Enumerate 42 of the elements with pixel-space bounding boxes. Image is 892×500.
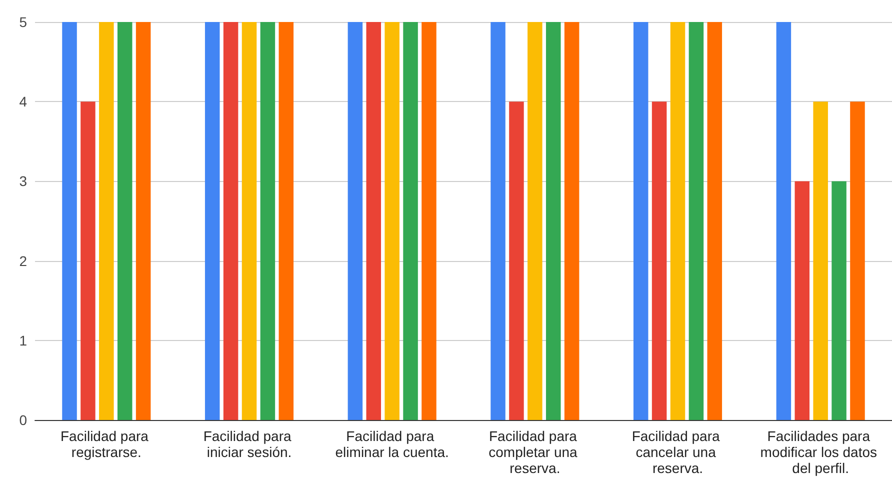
bar <box>490 22 506 420</box>
bar <box>80 102 96 420</box>
bar <box>366 22 382 420</box>
bar <box>633 22 648 420</box>
bar <box>384 22 400 420</box>
bar <box>509 102 524 420</box>
bar <box>223 22 238 420</box>
bar <box>707 22 722 420</box>
bar <box>776 22 792 420</box>
x-tick-label: Facilidad para completar una reserva. <box>488 428 582 476</box>
bar <box>136 22 151 420</box>
bar <box>204 22 220 420</box>
bar <box>528 22 542 420</box>
bar <box>242 22 257 420</box>
bar <box>652 102 667 420</box>
bar <box>117 22 132 420</box>
y-tick-label: 3 <box>19 173 28 190</box>
bar <box>278 22 294 420</box>
bar <box>422 22 436 420</box>
bar <box>670 22 686 420</box>
y-tick-label: 2 <box>19 252 28 269</box>
x-tick-label: Facilidad para eliminar la cuenta. <box>335 428 449 460</box>
bar <box>348 22 363 420</box>
bar <box>794 181 810 420</box>
bar <box>403 22 418 420</box>
x-tick-label: Facilidad para registrarse. <box>60 428 152 460</box>
y-tick-label: 0 <box>19 412 28 428</box>
x-tick-label: Facilidad para iniciar sesión. <box>203 428 296 460</box>
y-tick-label: 5 <box>19 14 28 30</box>
bar <box>564 22 580 420</box>
bar <box>62 22 77 420</box>
bar <box>832 181 846 420</box>
bar <box>546 22 561 420</box>
bar <box>99 22 114 420</box>
bar <box>260 22 276 420</box>
bar <box>688 22 704 420</box>
x-tick-label: Facilidades para modificar los datos del perfil. <box>760 428 881 476</box>
y-tick-label: 1 <box>19 332 28 348</box>
x-tick-label: Facilidad para cancelar una reserva. <box>632 428 724 476</box>
bar <box>813 102 828 420</box>
y-tick-label: 4 <box>19 94 28 110</box>
bar <box>850 102 865 420</box>
